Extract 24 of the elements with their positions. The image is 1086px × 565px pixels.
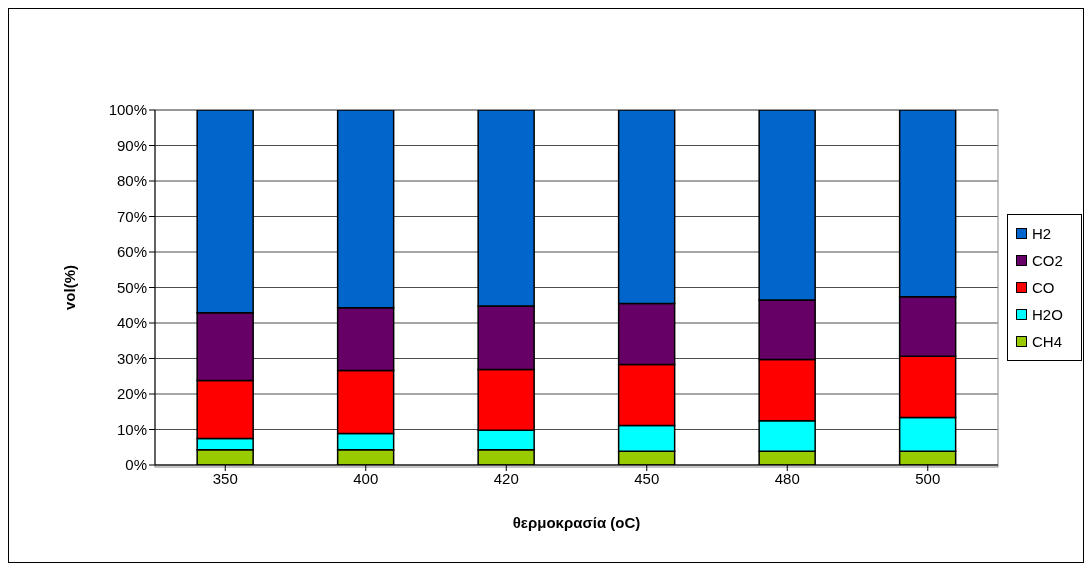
y-tick-label: 60% — [116, 243, 147, 261]
x-tick-label: 350 — [212, 469, 238, 487]
y-tick-label: 0% — [125, 456, 147, 474]
y-tick-label: 40% — [116, 314, 147, 332]
y-tick-label: 20% — [116, 385, 147, 403]
y-axis-title: vol(%) — [61, 265, 79, 310]
y-tick-label: 10% — [116, 420, 147, 438]
y-tick-label: 30% — [116, 349, 147, 367]
x-tick-label: 420 — [493, 469, 519, 487]
x-tick-label: 500 — [915, 469, 941, 487]
legend-label: CO — [1032, 279, 1055, 296]
legend-label: CO2 — [1032, 252, 1063, 269]
x-tick-label: 400 — [353, 469, 379, 487]
legend-label: H2 — [1032, 225, 1052, 242]
x-tick-label: 450 — [634, 469, 660, 487]
y-tick-label: 100% — [108, 101, 147, 119]
y-tick-label: 70% — [116, 207, 147, 225]
x-axis-title: θερμοκρασία (oC) — [512, 514, 641, 531]
legend-label: CH4 — [1032, 333, 1063, 350]
y-tick-label: 90% — [116, 136, 147, 154]
y-tick-label: 80% — [116, 172, 147, 190]
y-tick-label: 50% — [116, 278, 147, 296]
x-tick-label: 480 — [774, 469, 800, 487]
legend-label: H2O — [1032, 306, 1063, 323]
